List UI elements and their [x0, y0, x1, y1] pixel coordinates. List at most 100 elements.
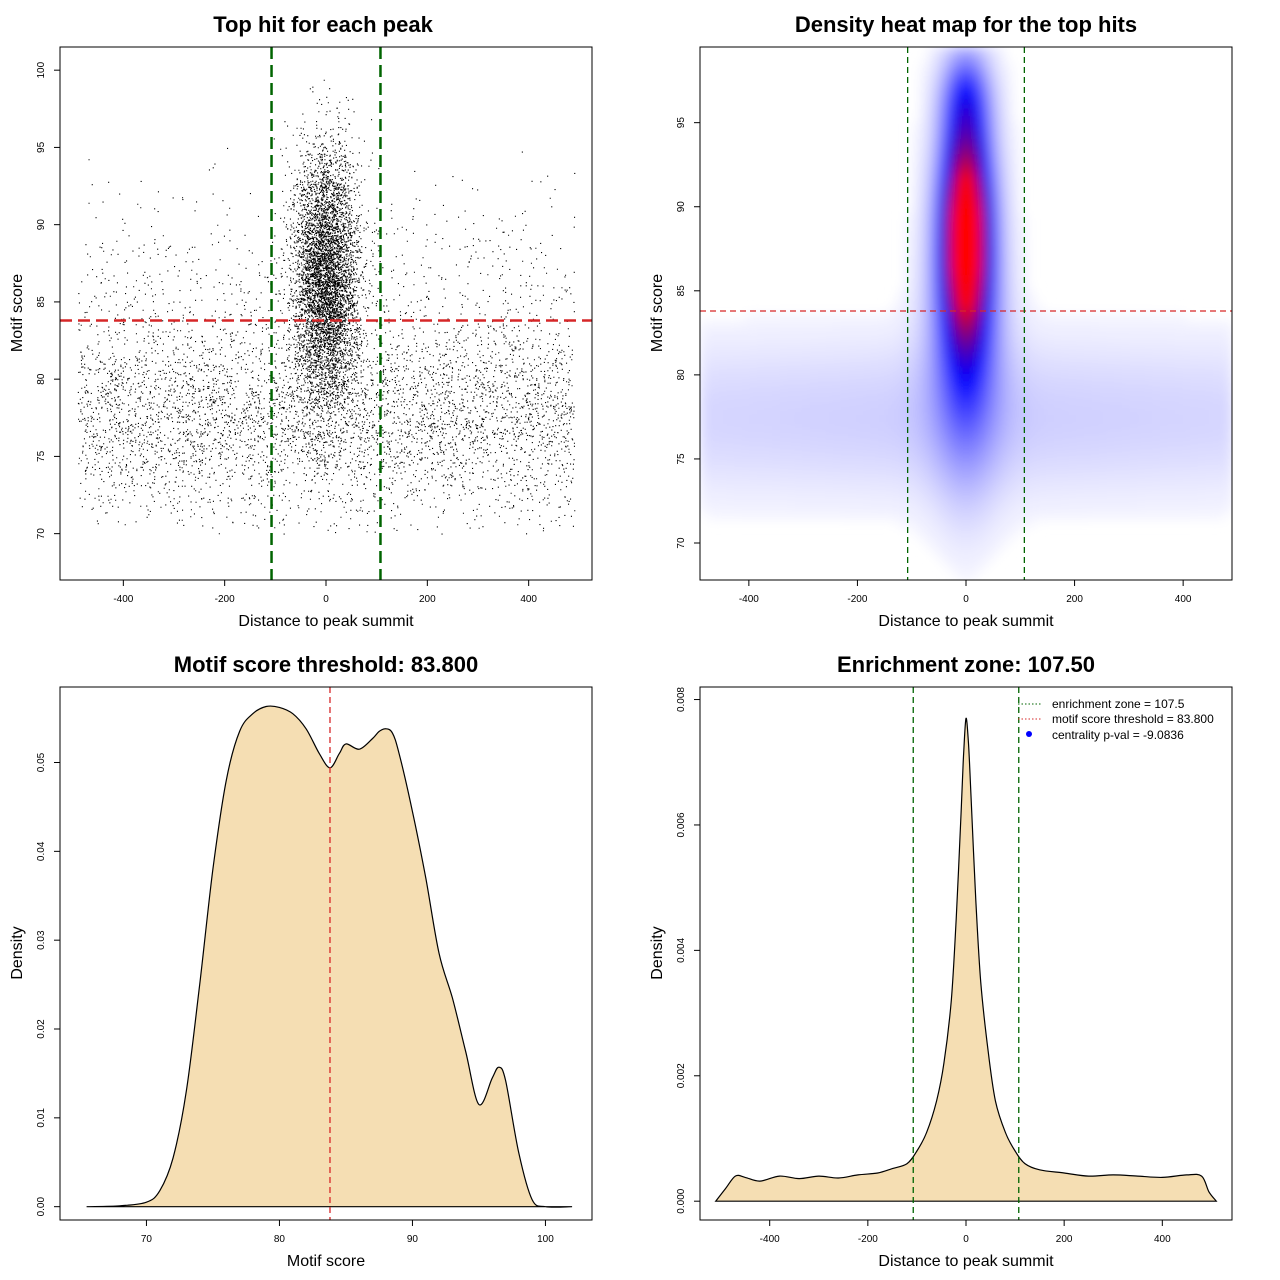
heat-cell: [950, 237, 959, 246]
heat-cell: [905, 298, 914, 307]
heat-cell: [950, 328, 959, 337]
heat-cell: [928, 351, 937, 360]
heat-cell: [753, 397, 762, 406]
heat-cell: [928, 290, 937, 299]
heat-cell: [1049, 450, 1058, 459]
heat-cell: [1026, 488, 1035, 497]
heat-cell: [996, 488, 1005, 497]
heat-cell: [958, 496, 967, 505]
heat-cell: [920, 283, 929, 292]
heat-cell: [1148, 481, 1157, 490]
heat-cell: [958, 366, 967, 375]
heat-cell: [806, 313, 815, 322]
heat-cell: [798, 420, 807, 429]
heat-cell: [707, 420, 716, 429]
heat-cell: [1209, 481, 1218, 490]
heat-cell: [966, 382, 975, 391]
heat-cell: [1148, 420, 1157, 429]
heat-cell: [981, 435, 990, 444]
heat-cell: [943, 54, 952, 63]
heat-cell: [1186, 450, 1195, 459]
y-tick-label: 95: [36, 141, 47, 153]
heat-cell: [1019, 389, 1028, 398]
heat-cell: [806, 404, 815, 414]
heat-cell: [1019, 450, 1028, 459]
heat-cell: [1004, 100, 1013, 109]
heat-cell: [1186, 458, 1195, 467]
heat-cell: [1133, 366, 1142, 375]
y-tick-label: 0.000: [676, 1188, 687, 1213]
heat-cell: [1072, 427, 1081, 436]
heat-cell: [988, 206, 997, 216]
heat-cell: [1087, 450, 1096, 459]
heat-cell: [935, 313, 944, 322]
heat-cell: [753, 481, 762, 490]
heat-cell: [958, 382, 967, 391]
heat-cell: [821, 465, 830, 474]
heat-cell: [1042, 374, 1051, 383]
heat-cell: [836, 481, 845, 490]
heat-cell: [1209, 336, 1218, 345]
heat-cell: [1171, 496, 1180, 505]
heat-cell: [738, 496, 747, 505]
heat-cell: [859, 374, 868, 383]
heat-cell: [943, 336, 952, 345]
heat-cell: [1064, 488, 1073, 497]
heat-cell: [988, 115, 997, 124]
heat-cell: [1156, 359, 1165, 368]
heat-cell: [791, 313, 800, 322]
heat-cell: [829, 321, 838, 330]
heat-cell: [1209, 344, 1218, 353]
heat-cell: [707, 389, 716, 398]
heat-cell: [966, 465, 975, 474]
heat-cell: [981, 107, 990, 117]
heat-cell: [768, 412, 777, 421]
heat-cell: [1186, 427, 1195, 436]
heat-cell: [935, 519, 944, 528]
heat-cell: [958, 92, 967, 101]
heat-cell: [1140, 435, 1149, 444]
heat-cell: [973, 321, 982, 330]
heat-cell: [950, 344, 959, 353]
heat-cell: [1004, 275, 1013, 284]
heat-cell: [966, 404, 975, 414]
x-tick-label: 90: [407, 1234, 419, 1245]
heat-cell: [798, 427, 807, 436]
heat-cell: [1095, 389, 1104, 398]
heat-cell: [1011, 146, 1020, 155]
heat-cell: [890, 481, 899, 490]
heat-cell: [973, 328, 982, 337]
heat-cell: [730, 374, 739, 383]
heat-cell: [928, 382, 937, 391]
heat-cell: [1026, 328, 1035, 337]
heat-cell: [920, 511, 929, 520]
heat-cell: [791, 442, 800, 452]
heat-cell: [1186, 465, 1195, 474]
heat-cell: [996, 511, 1005, 520]
y-tick-label: 0.008: [676, 687, 687, 712]
heat-cell: [1057, 488, 1066, 497]
heat-cell: [958, 107, 967, 117]
heat-cell: [738, 503, 747, 513]
y-tick-label: 75: [676, 453, 687, 465]
heat-cell: [1019, 260, 1028, 269]
heat-cell: [1110, 473, 1119, 482]
heat-cell: [1087, 366, 1096, 375]
heat-cell: [1019, 298, 1028, 307]
heat-cell: [973, 465, 982, 474]
heat-cell: [1125, 488, 1134, 497]
heat-cell: [882, 465, 891, 474]
heat-cell: [1057, 404, 1066, 414]
heat-cell: [836, 321, 845, 330]
heat-cell: [973, 245, 982, 254]
heat-cell: [1224, 328, 1232, 337]
heat-cell: [981, 366, 990, 375]
heat-cell: [882, 488, 891, 497]
heat-cell: [897, 496, 906, 505]
heat-cell: [1080, 328, 1089, 337]
heat-cell: [821, 366, 830, 375]
heat-cell: [791, 496, 800, 505]
heat-cell: [791, 366, 800, 375]
heat-cell: [912, 153, 921, 162]
